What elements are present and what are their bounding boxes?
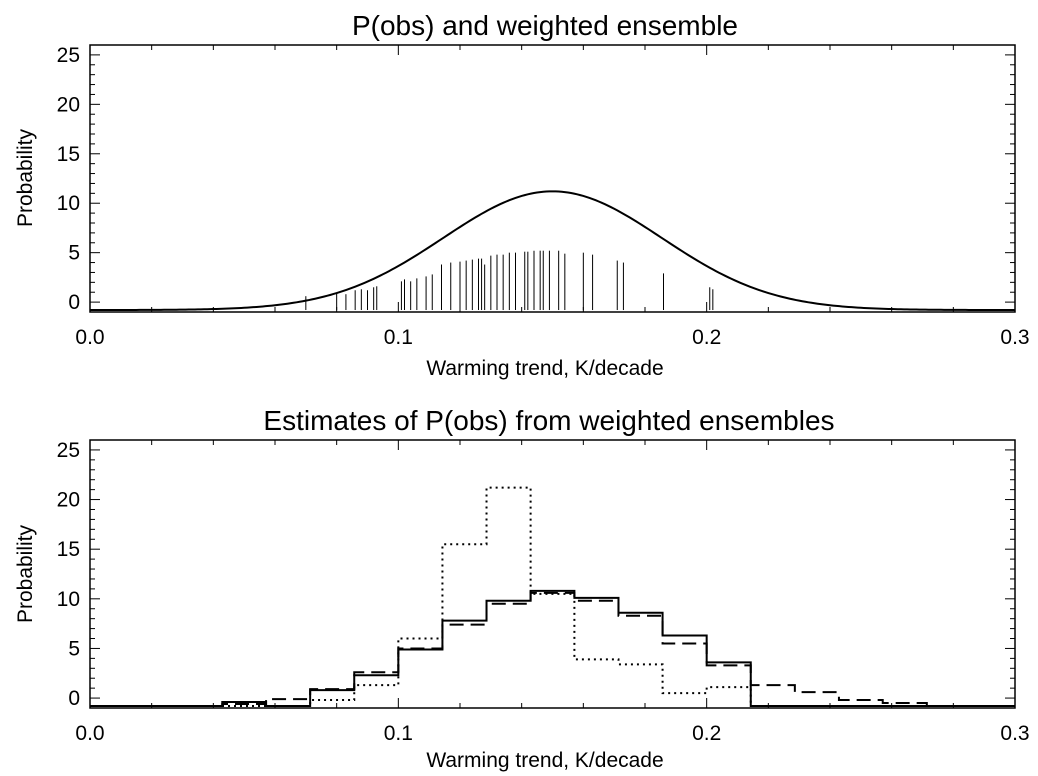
chart-title: Estimates of P(obs) from weighted ensemb…: [263, 405, 834, 436]
plot-frame: [89, 439, 1016, 709]
x-tick-label: 0.3: [1000, 722, 1029, 745]
chart-title: P(obs) and weighted ensemble: [352, 10, 738, 41]
x-tick-label: 0.1: [384, 722, 413, 745]
y-tick-label: 20: [57, 489, 80, 512]
y-tick-label: 25: [57, 439, 80, 462]
y-tick-label: 0: [68, 687, 80, 710]
chart-panel-top: P(obs) and weighted ensemble Warming tre…: [14, 10, 1030, 380]
x-axis-label: Warming trend, K/decade: [426, 749, 663, 772]
x-axis-label: Warming trend, K/decade: [426, 357, 663, 380]
y-axis-label: Probability: [14, 128, 37, 227]
y-tick-label: 5: [68, 637, 80, 660]
x-tick-label: 0.0: [75, 722, 104, 745]
y-tick-label: 5: [68, 242, 80, 265]
series-step-dotted: [90, 486, 1015, 708]
x-tick-label: 0.3: [1000, 326, 1029, 349]
x-tick-label: 0.2: [692, 326, 721, 349]
chart-panel-bottom: Estimates of P(obs) from weighted ensemb…: [14, 405, 1030, 772]
series-step-solid: [90, 589, 1015, 708]
y-axis-label: Probability: [14, 524, 37, 623]
x-tick-label: 0.0: [75, 326, 104, 349]
series-line-pobs: [89, 190, 1016, 312]
y-tick-label: 0: [68, 291, 80, 314]
y-tick-label: 25: [57, 44, 80, 67]
x-tick-label: 0.2: [692, 722, 721, 745]
y-tick-label: 15: [57, 143, 80, 166]
y-tick-label: 10: [57, 588, 80, 611]
y-tick-label: 20: [57, 93, 80, 116]
plot-frame: [89, 44, 1016, 313]
y-tick-label: 15: [57, 538, 80, 561]
x-tick-label: 0.1: [384, 326, 413, 349]
y-tick-label: 10: [57, 192, 80, 215]
series-step-dashed: [90, 591, 1015, 708]
